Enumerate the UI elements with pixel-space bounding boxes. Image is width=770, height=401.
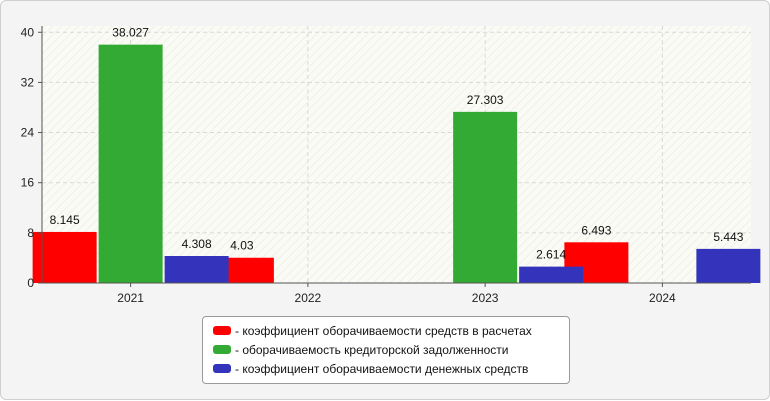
y-tick-label: 8: [27, 226, 34, 240]
bar: [98, 44, 163, 283]
y-tick-label: 0: [27, 276, 34, 290]
bar: [696, 248, 761, 283]
legend: - коэффициент оборачиваемости средств в …: [202, 316, 570, 384]
x-tick-label: 2023: [472, 291, 499, 305]
data-label: 2.614: [536, 248, 566, 262]
y-tick-label: 24: [21, 126, 35, 140]
legend-swatch: [213, 364, 231, 373]
data-label: 38.027: [112, 26, 149, 40]
legend-item: - оборачиваемость кредиторской задолженн…: [213, 340, 569, 359]
legend-label: - оборачиваемость кредиторской задолженн…: [235, 342, 509, 357]
bar: [453, 111, 518, 283]
bar: [164, 255, 229, 283]
legend-label: - коэффициент оборачиваемости средств в …: [235, 323, 532, 338]
bar: [519, 266, 584, 283]
legend-swatch: [213, 345, 231, 354]
axes: 0 8 16 24 32 40 2021 2022 2023 2024: [21, 25, 751, 305]
y-tick-label: 16: [21, 176, 35, 190]
data-label: 8.145: [50, 213, 80, 227]
x-tick-label: 2024: [649, 291, 676, 305]
data-label: 27.303: [467, 93, 504, 107]
data-label: 4.308: [182, 237, 212, 251]
data-labels: 8.145 4.03 6.493 38.027 27.303 4.308 2.614 5.44…: [50, 26, 744, 262]
legend-swatch: [213, 326, 231, 335]
bars: [32, 44, 761, 283]
legend-label: - коэффициент оборачиваемости денежных с…: [235, 361, 529, 376]
data-label: 4.03: [230, 239, 254, 253]
x-tick-label: 2022: [295, 291, 322, 305]
legend-item: - коэффициент оборачиваемости денежных с…: [213, 359, 569, 378]
legend-item: - коэффициент оборачиваемости средств в …: [213, 321, 569, 340]
bar: [32, 231, 97, 283]
y-tick-label: 32: [21, 75, 35, 89]
data-label: 6.493: [581, 223, 611, 237]
y-tick-label: 40: [21, 25, 35, 39]
data-label: 5.443: [713, 230, 743, 244]
x-tick-label: 2021: [117, 291, 144, 305]
